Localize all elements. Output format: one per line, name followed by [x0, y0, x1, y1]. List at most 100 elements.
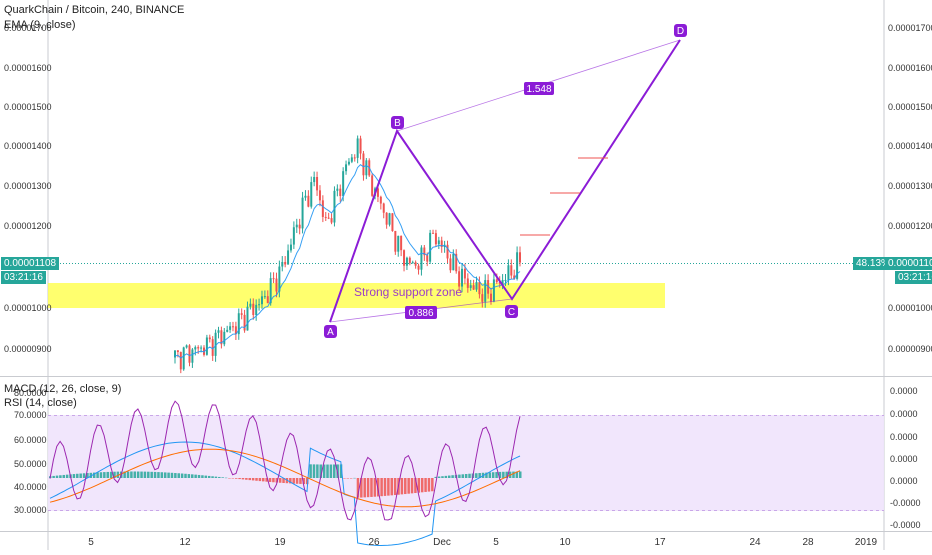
macd-bar — [177, 473, 180, 478]
candle-body — [481, 294, 484, 302]
macd-bar — [370, 478, 373, 497]
macd-bar — [329, 464, 333, 478]
osc-tick: 30.0000 — [14, 505, 47, 515]
candle-body — [411, 262, 414, 264]
candle-body — [510, 265, 513, 276]
macd-bar — [312, 464, 316, 478]
macd-bar — [407, 478, 410, 494]
time-tick: 5 — [88, 537, 94, 548]
macd-bar — [390, 478, 394, 496]
macd-bar — [55, 475, 59, 478]
osc-tick: 0.0000 — [890, 386, 918, 396]
macd-bar — [343, 478, 346, 479]
macd-bar — [353, 477, 356, 479]
macd-bar — [268, 478, 272, 482]
candle-body — [194, 347, 197, 350]
candle-body — [400, 235, 403, 251]
harmonic-pattern[interactable]: 1.548 0.886 A B C D — [324, 24, 687, 338]
macd-bar — [218, 476, 221, 478]
macd-bar — [346, 478, 350, 479]
macd-bar — [380, 478, 383, 497]
macd-bar — [515, 471, 519, 478]
macd-bar — [89, 472, 93, 478]
time-tick: 19 — [274, 537, 286, 548]
candle-body — [234, 326, 237, 335]
macd-bar — [461, 474, 465, 478]
candle-body — [414, 262, 417, 266]
macd-bar — [92, 472, 96, 478]
osc-tick: 0.0000 — [890, 409, 918, 419]
pattern-legs — [329, 39, 681, 323]
price-tick: 0.00001600 — [888, 63, 932, 73]
macd-bar — [201, 475, 204, 478]
time-tick: 26 — [368, 537, 380, 548]
macd-bar — [519, 471, 522, 478]
macd-bar — [160, 472, 164, 478]
macd-bar — [488, 472, 492, 478]
candle-body — [260, 296, 263, 305]
osc-axis-left: 80.0000 70.0000 60.0000 50.0000 40.0000 … — [14, 388, 47, 515]
candle-body — [394, 230, 397, 252]
candle-body — [437, 240, 440, 245]
candle-body — [231, 326, 234, 328]
macd-bar — [316, 464, 319, 478]
candle-body — [298, 224, 301, 229]
price-pane[interactable] — [48, 0, 884, 376]
candle-body — [463, 268, 466, 279]
macd-legend[interactable]: MACD (12, 26, close, 9) — [4, 383, 122, 395]
ratio-ac-label: 0.886 — [408, 308, 433, 319]
macd-bar — [191, 474, 194, 478]
oscillator-pane[interactable] — [48, 400, 884, 546]
macd-bar — [187, 474, 191, 478]
candle-body — [484, 280, 487, 302]
macd-bar — [228, 478, 231, 479]
candle-body — [275, 278, 278, 292]
time-axis[interactable]: 5 12 19 26 Dec 5 10 17 24 28 2019 — [88, 537, 877, 548]
candle-body — [501, 280, 504, 284]
candle-body — [182, 347, 185, 370]
macd-bar — [414, 478, 417, 494]
ema-legend[interactable]: EMA (9, close) — [4, 19, 76, 31]
countdown-badge-right: 03:21:16 — [895, 271, 932, 284]
support-zone[interactable] — [48, 283, 665, 308]
candle-body — [313, 176, 316, 183]
candle-body — [214, 332, 217, 356]
macd-bar — [211, 476, 214, 478]
macd-bar — [505, 471, 508, 478]
support-zone-label: Strong support zone — [354, 285, 462, 299]
candle-body — [466, 278, 469, 288]
macd-bar — [150, 471, 153, 478]
candles — [174, 135, 521, 374]
macd-bar — [451, 475, 454, 478]
macd-bar — [441, 476, 444, 478]
chart-title[interactable]: QuarkChain / Bitcoin, 240, BINANCE — [4, 4, 185, 16]
candle-body — [243, 314, 246, 331]
candle-body — [385, 212, 388, 225]
macd-bar — [265, 478, 268, 482]
price-tick: 0.00001000 — [888, 303, 932, 313]
candle-body — [176, 350, 179, 353]
candle-body — [188, 345, 191, 363]
macd-bar — [163, 472, 167, 478]
candle-body — [237, 313, 240, 335]
candle-body — [426, 255, 429, 262]
candle-body — [211, 339, 214, 356]
price-tick: 0.00001400 — [888, 141, 932, 151]
point-c-marker — [505, 305, 518, 318]
candle-body — [405, 257, 408, 266]
candle-body — [339, 188, 342, 196]
candle-body — [292, 227, 295, 245]
ema-line — [174, 164, 521, 359]
candle-body — [440, 240, 443, 248]
macd-bar — [130, 471, 133, 478]
macd-bar — [86, 473, 89, 478]
macd-bar — [258, 478, 262, 482]
rsi-legend[interactable]: RSI (14, close) — [4, 397, 77, 409]
macd-bar — [309, 464, 312, 478]
candle-body — [446, 244, 449, 259]
macd-bar — [221, 477, 224, 478]
macd-bar — [363, 478, 366, 498]
time-tick: 10 — [559, 537, 571, 548]
candle-body — [324, 216, 327, 218]
